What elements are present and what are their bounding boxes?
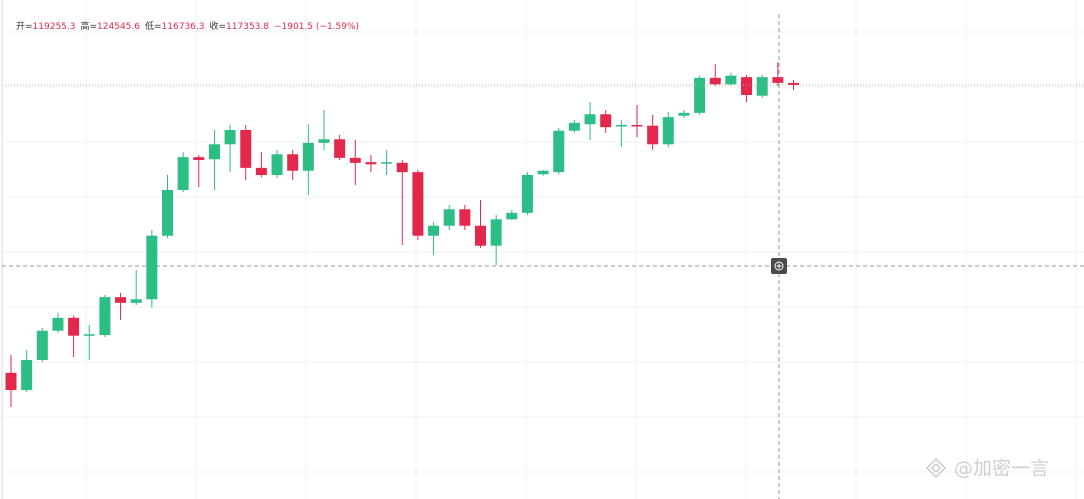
candle-body [99, 297, 111, 335]
candle-body [647, 125, 659, 145]
candle-body [255, 167, 267, 175]
candle-body [396, 162, 408, 173]
candle-body [146, 235, 158, 300]
candle-body [553, 130, 565, 173]
candle-body [662, 117, 674, 145]
watermark: @加密一言 [926, 458, 1049, 480]
candle-body [365, 162, 377, 165]
header-label: 低= [145, 20, 162, 32]
candle-body [490, 219, 502, 246]
candle-body [287, 154, 299, 171]
candle-body [725, 75, 737, 85]
candle-body [537, 170, 549, 175]
candle-body [177, 157, 189, 190]
candle-body [334, 139, 346, 158]
candle-body [115, 297, 127, 303]
candle-body [709, 77, 721, 85]
candle-body [521, 175, 533, 213]
candle-body [600, 114, 612, 128]
candle-body [83, 334, 95, 336]
candle-body [162, 190, 173, 236]
header-value: 117353.8 [226, 22, 269, 32]
candle-body [5, 372, 17, 390]
candle-body [52, 317, 64, 331]
candle-body [224, 130, 236, 145]
header-label: 开= [16, 21, 33, 32]
candle-body [459, 209, 471, 226]
crosshair-button[interactable] [771, 258, 787, 274]
candle-body [741, 77, 753, 95]
candle-body [475, 225, 486, 246]
candle-body [68, 317, 80, 336]
candle-body [756, 77, 768, 96]
candle-body [631, 125, 643, 127]
candle-body [193, 157, 205, 160]
header-change: −1901.5 (−1.59%) [274, 22, 359, 32]
candle-body [694, 77, 706, 113]
candle-body [271, 154, 283, 175]
candle-body [772, 77, 784, 83]
candle-body [443, 209, 455, 226]
header-value: 124545.6 [97, 22, 140, 32]
candle-body [36, 330, 48, 360]
ohlc-header: 开=119255.3 高=124545.6 低=116736.3 收=117353.8… [16, 20, 359, 32]
header-value: 116736.3 [162, 22, 205, 32]
candle-body [788, 82, 799, 85]
candle-body [318, 139, 330, 143]
candles [2, 62, 1084, 408]
watermark-text: @加密一言 [954, 458, 1049, 480]
candle-body [428, 225, 440, 236]
candle-body [412, 172, 424, 236]
candle-body [130, 299, 142, 303]
header-value: 119255.3 [33, 22, 76, 32]
candle-body [568, 122, 580, 131]
candle-body [21, 360, 33, 390]
header-label: 收= [210, 20, 227, 32]
candle-body [584, 114, 596, 125]
candle-body [302, 142, 314, 171]
candle-body [615, 125, 627, 127]
header-label: 高= [81, 20, 98, 32]
candle-body [678, 112, 690, 116]
watermark-icon [926, 458, 946, 478]
candle-body [381, 162, 393, 164]
candle-body [208, 144, 220, 160]
candle-body [240, 130, 252, 168]
header: 开=119255.3 高=124545.6 低=116736.3 收=117353.8… [16, 20, 359, 32]
candle-body [506, 212, 518, 220]
candle-body [349, 157, 361, 163]
